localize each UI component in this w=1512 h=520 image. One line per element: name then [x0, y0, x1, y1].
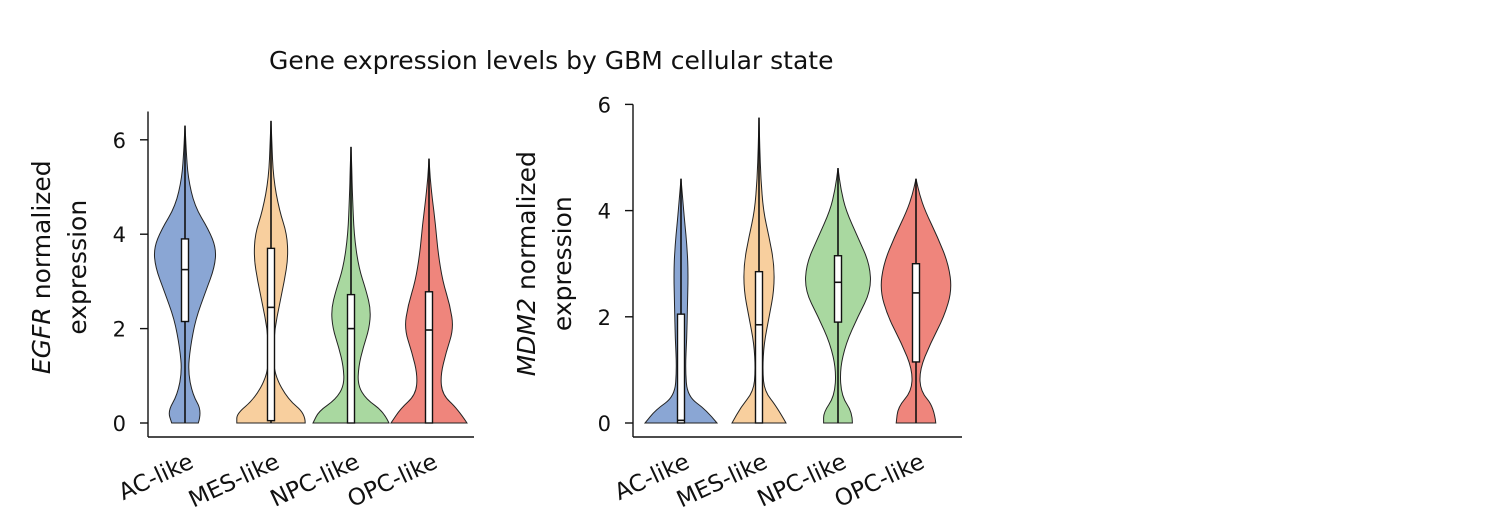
y-axis-label-rest: normalized	[27, 160, 56, 307]
y-tick-label: 2	[598, 306, 611, 330]
y-tick-label: 6	[598, 93, 611, 117]
y-tick-label: 0	[598, 412, 611, 436]
y-axis-label-line2: expression	[548, 196, 577, 331]
y-axis-label: MDM2 normalized	[512, 151, 541, 376]
iqr-box	[676, 313, 686, 424]
y-axis-label-gene: MDM2	[512, 298, 541, 376]
iqr-box	[180, 238, 190, 323]
y-tick-label: 4	[598, 200, 611, 224]
x-tick-label: OPC-like	[831, 449, 929, 513]
y-tick-label: 6	[113, 129, 126, 153]
x-tick-label: AC-like	[115, 449, 198, 506]
x-tick-label: NPC-like	[267, 449, 364, 513]
iqr-box	[346, 293, 356, 424]
y-tick-label: 0	[113, 412, 126, 436]
y-tick-label: 2	[113, 318, 126, 342]
iqr-box	[424, 291, 434, 424]
iqr-box	[911, 263, 921, 363]
y-tick-label: 4	[113, 223, 126, 247]
figure-title: Gene expression levels by GBM cellular s…	[269, 46, 834, 75]
iqr-box	[266, 247, 276, 422]
y-axis-label-rest: normalized	[512, 151, 541, 298]
iqr-box	[754, 270, 764, 424]
x-tick-label: MES-like	[673, 449, 772, 513]
y-axis-label-line2: expression	[63, 200, 92, 335]
x-tick-label: NPC-like	[754, 449, 851, 513]
x-tick-label: MES-like	[185, 449, 284, 513]
iqr-box	[833, 255, 843, 323]
y-axis-label: EGFR normalized	[27, 160, 56, 374]
x-tick-label: OPC-like	[344, 449, 442, 513]
y-axis-label-gene: EGFR	[27, 307, 56, 374]
